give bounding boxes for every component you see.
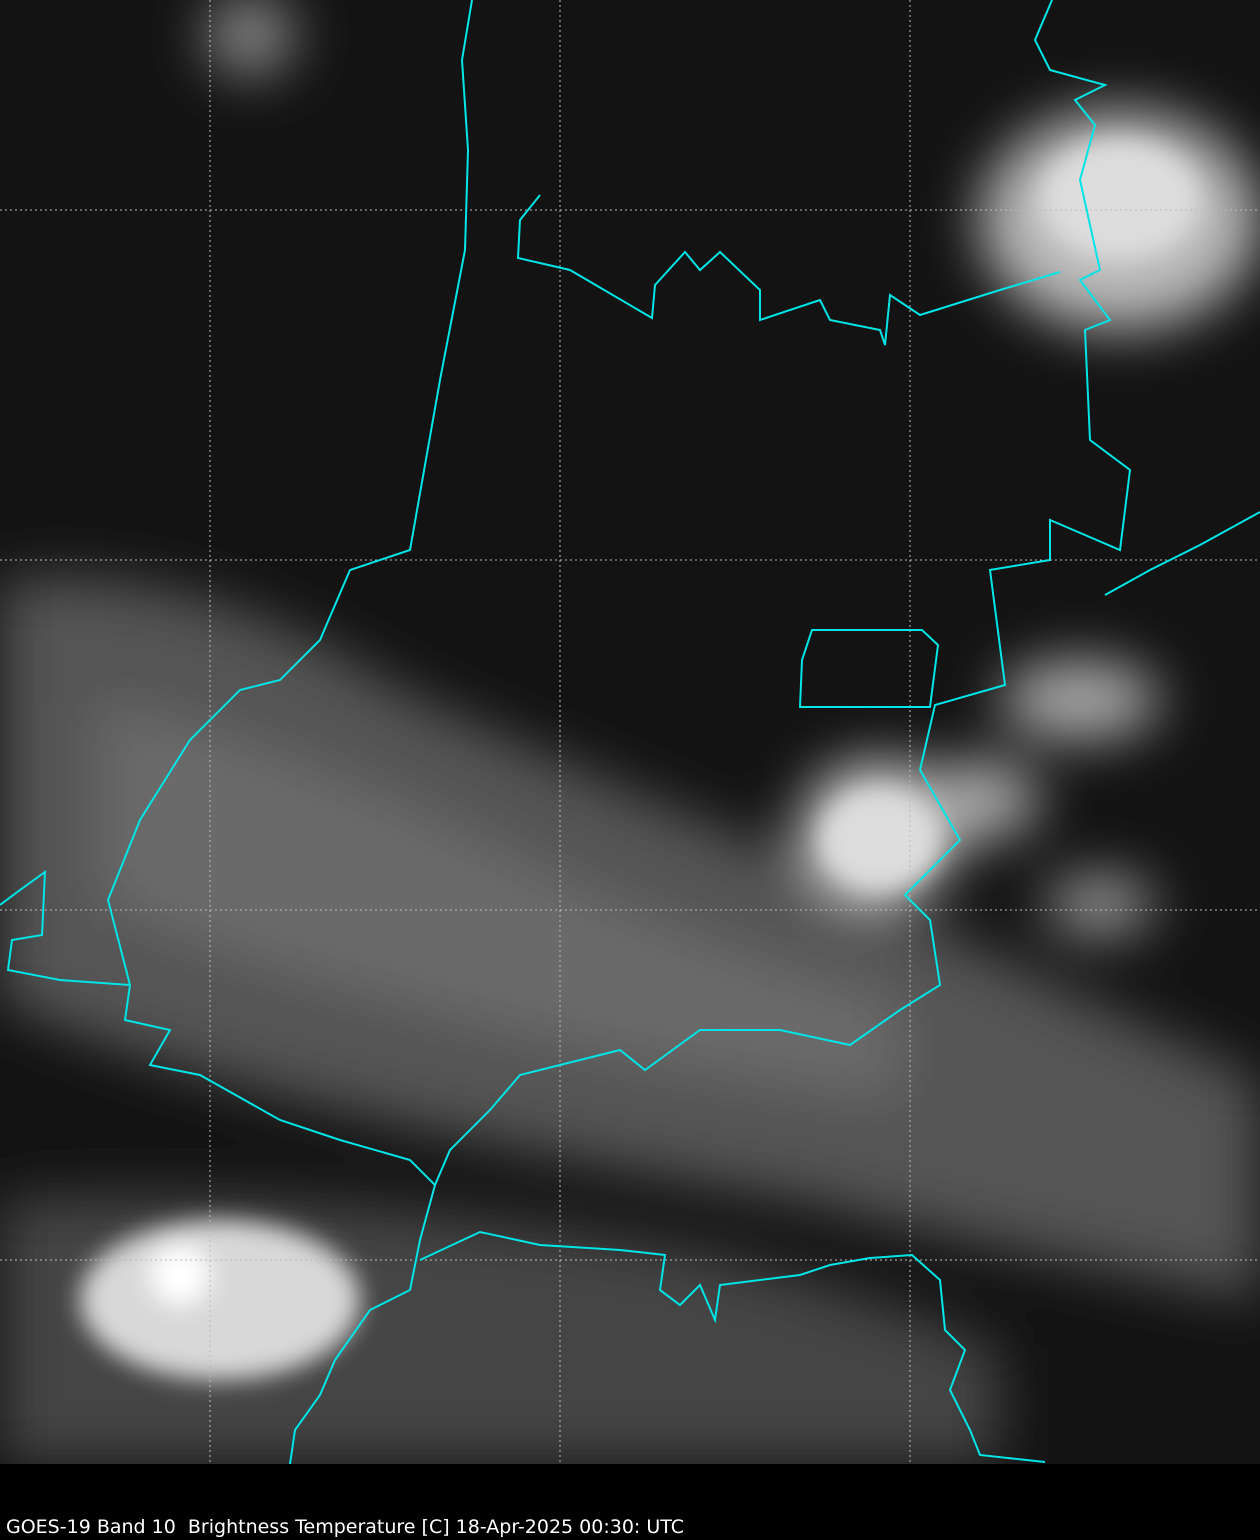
- image-caption: GOES-19 Band 10 Brightness Temperature […: [6, 1516, 685, 1538]
- satellite-image: [0, 0, 1260, 1464]
- political-borders: [0, 0, 1260, 1464]
